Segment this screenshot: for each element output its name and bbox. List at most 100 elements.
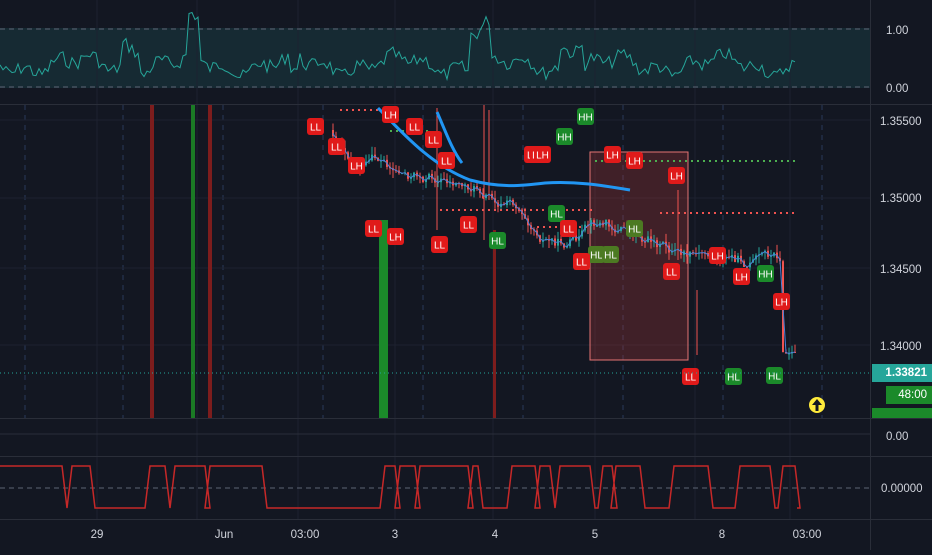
swing-label-text: LL	[563, 225, 575, 236]
swing-label-ll: LL	[328, 138, 345, 155]
swing-label-text: LL	[434, 241, 446, 252]
swing-label-hh: HH	[556, 128, 573, 145]
swing-label-text: LH	[350, 162, 363, 173]
step-axis-label: 0.00000	[881, 483, 923, 495]
swing-label-lh: LH	[348, 157, 365, 174]
swing-label-text: LH	[536, 151, 549, 162]
swing-label-text: LH	[389, 233, 402, 244]
countdown-tag: 48:00	[886, 386, 932, 404]
swing-label-text: LL	[368, 225, 380, 236]
swing-label-lh: LH	[668, 167, 685, 184]
swing-label-text: LH	[670, 172, 683, 183]
time-label-jun: Jun	[215, 529, 234, 541]
swing-label-text: HL	[628, 225, 641, 236]
candle-body	[332, 130, 334, 137]
time-label-3: 3	[392, 529, 398, 541]
time-label-8: 8	[719, 529, 725, 541]
swing-labels: LLLLLHLLLHLHLLLLLLLLLLHLLLHHHHLHLHHLLLHL…	[307, 106, 790, 385]
swing-label-text: LL	[666, 268, 678, 279]
oscillator-levels	[0, 28, 870, 88]
price-label-2: 1.35000	[880, 193, 922, 205]
swing-label-text: HL	[727, 373, 740, 384]
swing-label-ll: LL	[365, 220, 382, 237]
osc-axis-label-0: 0.00	[886, 83, 908, 95]
swing-label-hl: HL	[588, 246, 605, 263]
price-label-3: 1.34500	[880, 264, 922, 276]
time-axis: 29 Jun 03:00 3 4 5 8 03:00	[91, 529, 822, 541]
swing-label-ll: LL	[460, 216, 477, 233]
swing-label-text: LH	[711, 252, 724, 263]
swing-label-ll: LL	[560, 220, 577, 237]
swing-label-ll: LL	[431, 236, 448, 253]
swing-label-hl: HL	[766, 367, 783, 384]
time-label-0300b: 03:00	[793, 529, 822, 541]
swing-label-text: LL	[331, 143, 343, 154]
current-price-tag: 1.33821	[872, 364, 932, 382]
swing-label-lh: LH	[709, 247, 726, 264]
step-line	[0, 465, 801, 509]
swing-label-text: HL	[491, 237, 504, 248]
signal-bars	[150, 105, 496, 418]
swing-label-text: LH	[735, 273, 748, 284]
oscillator-band	[0, 28, 870, 88]
osc-axis-label-1: 1.00	[886, 25, 908, 37]
horizontal-grid	[0, 119, 870, 346]
swing-label-text: HL	[604, 251, 617, 262]
swing-label-ll: LL	[307, 118, 324, 135]
swing-label-text: HH	[557, 133, 571, 144]
vertical-grid	[24, 105, 823, 418]
swing-label-text: HL	[550, 210, 563, 221]
price-label-4: 1.34000	[880, 341, 922, 353]
time-label-29: 29	[91, 529, 104, 541]
swing-label-text: HH	[758, 270, 772, 281]
swing-label-hl: HL	[548, 205, 565, 222]
price-axis: 1.00 0.00 1.35500 1.35000 1.34500 1.3400…	[880, 25, 923, 495]
swing-label-hl: HL	[489, 232, 506, 249]
swing-label-lh: LH	[382, 106, 399, 123]
swing-label-lh: LH	[534, 146, 551, 163]
swing-label-ll: LL	[406, 118, 423, 135]
swing-label-text: LL	[409, 123, 421, 134]
swing-label-lh: LH	[604, 146, 621, 163]
swing-label-text: LL	[428, 136, 440, 147]
swing-label-hh: HH	[757, 265, 774, 282]
swing-label-lh: LH	[733, 268, 750, 285]
swing-label-ll: LL	[438, 152, 455, 169]
alert-up-arrow-icon[interactable]	[809, 397, 825, 413]
swing-label-lh: LH	[773, 293, 790, 310]
swing-label-text: LH	[384, 111, 397, 122]
swing-label-text: LL	[441, 157, 453, 168]
swing-label-lh: LH	[626, 152, 643, 169]
price-label-1: 1.35500	[880, 116, 922, 128]
time-label-4: 4	[492, 529, 499, 541]
swing-label-ll: LL	[682, 368, 699, 385]
swing-label-hh: HH	[577, 108, 594, 125]
swing-label-ll: LL	[425, 131, 442, 148]
swing-label-text: LL	[685, 373, 697, 384]
time-label-0300a: 03:00	[291, 529, 320, 541]
swing-label-hl: HL	[602, 246, 619, 263]
swing-label-text: HL	[590, 251, 603, 262]
swing-label-hl: HL	[725, 368, 742, 385]
swing-label-hl: HL	[626, 220, 643, 237]
moving-average-line-segment	[435, 111, 464, 164]
swing-label-text: LH	[628, 157, 641, 168]
swing-label-text: HL	[768, 372, 781, 383]
secondary-price-tag	[872, 408, 932, 418]
oscillator-line	[0, 11, 796, 82]
swing-label-ll: LL	[663, 263, 680, 280]
swing-label-text: LH	[606, 151, 619, 162]
swing-label-text: LH	[775, 298, 788, 309]
swing-label-text: LL	[576, 258, 588, 269]
time-label-5: 5	[592, 529, 598, 541]
swing-label-ll: LL	[573, 253, 590, 270]
swing-label-text: HH	[578, 113, 592, 124]
moving-average-line	[376, 106, 631, 192]
mid-axis-label: 0.00	[886, 431, 908, 443]
swing-label-lh: LH	[387, 228, 404, 245]
swing-label-text: LL	[463, 221, 475, 232]
swing-label-text: LL	[310, 123, 322, 134]
